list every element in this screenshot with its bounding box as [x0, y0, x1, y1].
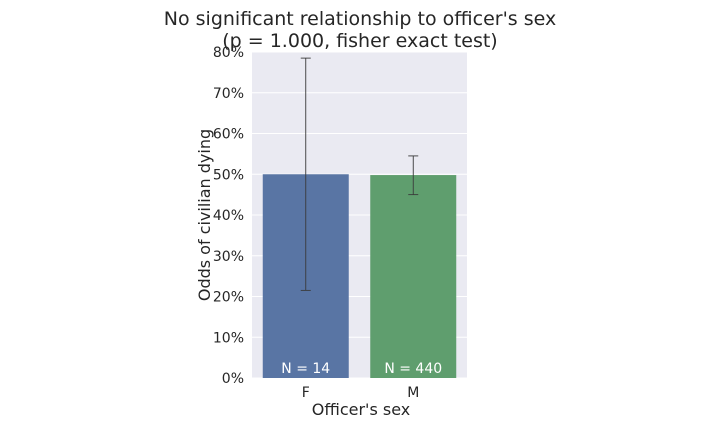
y-tick-label: 30%: [213, 249, 244, 265]
x-axis-label: Officer's sex: [312, 400, 410, 419]
x-tick-label: F: [302, 385, 310, 401]
y-tick-label: 20%: [213, 290, 244, 306]
y-tick-label: 60%: [213, 127, 244, 143]
chart-title: No significant relationship to officer's…: [164, 8, 556, 30]
y-tick-label: 40%: [213, 208, 244, 224]
chart-subtitle: (p = 1.000, fisher exact test): [222, 30, 497, 52]
error-bar-f: [300, 57, 311, 291]
x-tick-label: M: [407, 385, 419, 401]
error-bar-m: [408, 155, 419, 196]
y-axis-ticks: 0% 10% 20% 30% 40% 50% 60% 70% 80%: [213, 45, 244, 387]
y-tick-label: 50%: [213, 167, 244, 183]
bar-m: [370, 175, 457, 378]
y-tick-label: 0%: [222, 371, 244, 387]
y-tick-label: 80%: [213, 45, 244, 61]
y-tick-label: 10%: [213, 330, 244, 346]
error-bars: [300, 57, 419, 291]
bar-count-label: N = 440: [384, 361, 442, 377]
bar-count-labels: N = 14 N = 440: [281, 361, 442, 377]
y-axis-label: Odds of civilian dying: [195, 129, 214, 301]
y-tick-label: 70%: [213, 86, 244, 102]
bar-count-label: N = 14: [281, 361, 330, 377]
